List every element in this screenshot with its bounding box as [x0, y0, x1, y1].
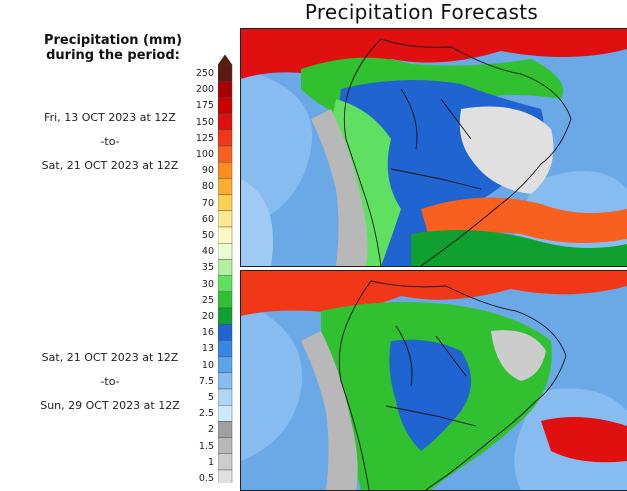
colorbar-swatch	[218, 242, 233, 260]
colorbar-swatch	[218, 113, 233, 130]
period-2-sep: -to-	[100, 375, 120, 388]
colorbar-tick-label: 90	[201, 165, 214, 177]
map-1-andes-dry	[311, 109, 368, 266]
colorbar-swatch	[218, 81, 233, 98]
period-1-sep: -to-	[100, 135, 120, 148]
colorbar-swatch	[218, 210, 233, 228]
period-label-1: Fri, 13 OCT 2023 at 12Z -to- Sat, 21 OCT…	[0, 106, 220, 178]
map-1-precip-south-green	[411, 230, 627, 266]
colorbar-swatch	[218, 324, 233, 341]
period-2-start: Sat, 21 OCT 2023 at 12Z	[41, 351, 179, 364]
colorbar	[218, 55, 233, 483]
colorbar-tick-label: 250	[195, 68, 214, 79]
period-1-start: Fri, 13 OCT 2023 at 12Z	[44, 111, 176, 124]
colorbar-swatch	[218, 194, 233, 212]
colorbar-tick-label: 1.5	[198, 440, 214, 452]
map-1-canvas	[241, 29, 627, 266]
colorbar-swatch	[218, 291, 233, 309]
colorbar-tick-label: 13	[201, 343, 214, 355]
map-2-canvas	[241, 271, 627, 490]
legend-heading-line2: during the period:	[46, 48, 180, 63]
colorbar-tick-label: 35	[201, 262, 214, 274]
colorbar-tick-label: 70	[201, 197, 214, 209]
map-1-coastlines	[343, 38, 572, 266]
colorbar-cap	[218, 55, 233, 66]
page-title: Precipitation Forecasts	[304, 0, 539, 24]
colorbar-swatch	[218, 64, 233, 82]
period-1-end: Sat, 21 OCT 2023 at 12Z	[41, 159, 179, 172]
colorbar-swatch	[218, 469, 233, 483]
forecast-map-period-1	[240, 28, 627, 267]
colorbar-tick-label: 175	[195, 100, 214, 112]
colorbar-swatch	[218, 178, 233, 195]
period-2-end: Sun, 29 OCT 2023 at 12Z	[40, 399, 180, 412]
map-1-land-green	[329, 99, 401, 266]
colorbar-swatch	[218, 161, 233, 179]
colorbar-tick-label: 20	[201, 311, 214, 322]
colorbar-tick-label: 200	[195, 84, 214, 96]
map-2-precip-south-band	[541, 417, 627, 463]
colorbar-swatch	[218, 259, 233, 276]
colorbar-tick-label: 80	[201, 181, 214, 193]
colorbar-tick-label: 0.5	[198, 473, 214, 484]
colorbar-tick-label: 125	[195, 132, 214, 144]
colorbar-swatch	[218, 129, 233, 147]
colorbar-swatch	[218, 388, 233, 406]
colorbar-swatch	[218, 340, 233, 357]
colorbar-swatch	[218, 372, 233, 390]
colorbar-tick-label: 30	[201, 278, 214, 290]
map-2-andes-dry	[301, 331, 358, 490]
colorbar-tick-label: 1	[207, 456, 214, 468]
colorbar-tick-label: 16	[201, 327, 214, 339]
colorbar-swatch	[218, 307, 233, 325]
colorbar-tick-label: 10	[201, 359, 214, 371]
colorbar-tick-label: 150	[195, 116, 214, 128]
colorbar-swatch	[218, 405, 233, 422]
colorbar-swatch	[218, 226, 233, 244]
colorbar-tick-label: 40	[201, 246, 214, 258]
colorbar-swatch	[218, 421, 233, 438]
colorbar-swatch	[218, 453, 233, 471]
legend-heading: Precipitation (mm) during the period:	[8, 33, 218, 63]
forecast-map-period-2	[240, 270, 627, 491]
map-1-brazil-dry	[459, 106, 554, 194]
colorbar-swatch	[218, 437, 233, 455]
colorbar-swatch	[218, 275, 233, 293]
colorbar-tick-label: 2	[207, 424, 214, 436]
colorbar-swatch	[218, 97, 233, 114]
map-2-coastlines	[338, 280, 567, 490]
colorbar-tick-label: 7.5	[198, 375, 214, 387]
colorbar-tick-label: 50	[201, 230, 214, 241]
map-2-brazil-dry	[491, 330, 546, 381]
period-label-2: Sat, 21 OCT 2023 at 12Z -to- Sun, 29 OCT…	[0, 346, 220, 418]
colorbar-tick-label: 5	[207, 392, 214, 403]
colorbar-tick-label: 60	[201, 213, 214, 225]
colorbar-swatch	[218, 356, 233, 374]
map-2-precip-north-band	[241, 271, 627, 316]
colorbar-tick-label: 100	[195, 149, 214, 160]
colorbar-tick-label: 25	[201, 294, 214, 306]
legend-heading-line1: Precipitation (mm)	[43, 33, 183, 48]
colorbar-tick-label: 2.5	[198, 408, 214, 420]
map-2-land-blue	[389, 339, 471, 451]
colorbar-swatch	[218, 145, 233, 163]
